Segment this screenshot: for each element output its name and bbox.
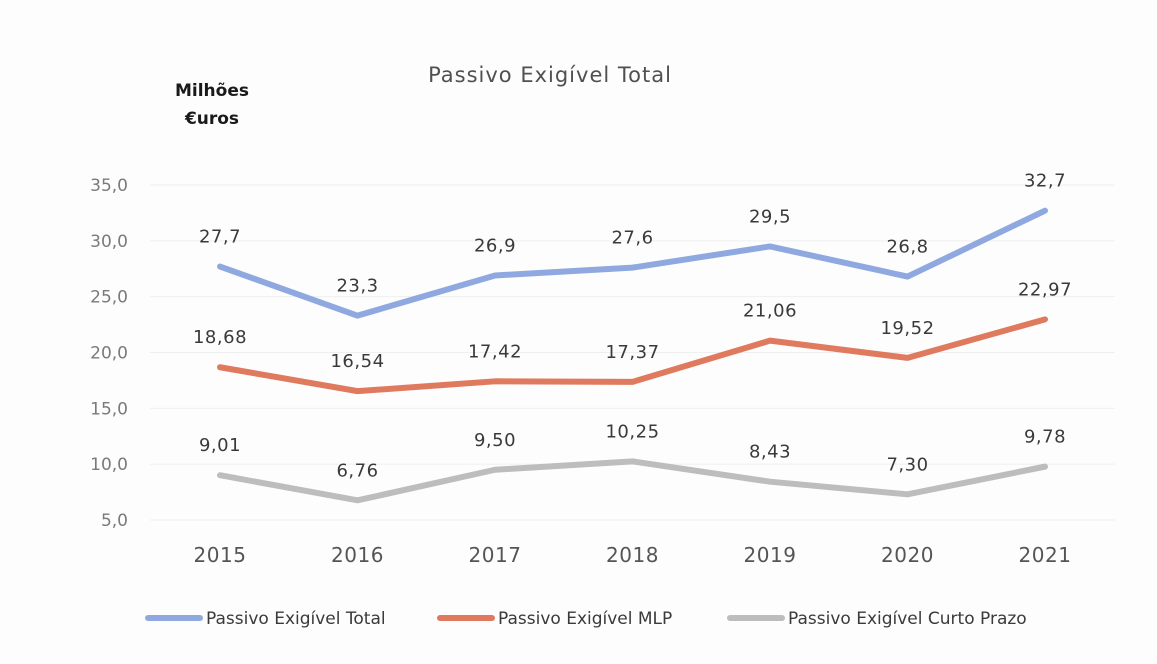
x-tick-label: 2015 [194,543,247,567]
data-label: 19,52 [880,318,934,339]
y-tick-label: 10,0 [90,455,128,475]
data-label: 32,7 [1024,171,1066,192]
data-label: 7,30 [886,454,928,475]
data-label: 9,78 [1024,427,1066,448]
x-tick-label: 2017 [469,543,522,567]
x-tick-label: 2018 [606,543,659,567]
data-label: 16,54 [330,351,384,372]
data-label: 29,5 [749,206,791,227]
data-label: 8,43 [749,442,791,463]
unit-label-line-1: Milhões [175,81,249,101]
data-label: 26,8 [886,237,928,258]
data-label: 21,06 [743,301,797,322]
data-label: 9,50 [474,430,516,451]
data-labels: 27,7 23,3 26,9 27,6 29,5 26,8 32,7 18,68 16,54 17… [193,171,1072,482]
data-label: 9,01 [199,435,241,456]
x-axis: 2015 2016 2017 2018 2019 2020 2021 [194,543,1072,567]
y-tick-label: 35,0 [90,176,128,196]
data-label: 23,3 [336,276,378,297]
data-label: 22,97 [1018,279,1072,300]
y-axis: 5,0 10,0 15,0 20,0 25,0 30,0 35,0 [90,176,128,531]
y-tick-label: 5,0 [101,511,128,531]
data-label: 6,76 [336,460,378,481]
y-tick-label: 25,0 [90,288,128,308]
legend-label: Passivo Exigível Total [206,609,386,629]
x-tick-label: 2016 [331,543,384,567]
data-label: 27,7 [199,227,241,248]
series-line-1 [217,207,1048,319]
data-label: 27,6 [611,228,653,249]
unit-label-line-2: €uros [184,109,239,129]
series-lines [217,207,1048,504]
data-label: 10,25 [605,421,659,442]
y-tick-label: 15,0 [90,399,128,419]
y-tick-label: 30,0 [90,232,128,252]
legend: Passivo Exigível Total Passivo Exigível M… [145,609,1027,629]
data-label: 17,42 [468,341,522,362]
data-label: 26,9 [474,235,516,256]
data-label: 18,68 [193,327,247,348]
x-tick-label: 2021 [1019,543,1072,567]
y-tick-label: 20,0 [90,344,128,364]
x-tick-label: 2019 [744,543,797,567]
legend-label: Passivo Exigível MLP [498,609,672,629]
x-tick-label: 2020 [881,543,934,567]
data-label: 17,37 [605,342,659,363]
chart-title: Passivo Exigível Total [428,63,672,87]
legend-label: Passivo Exigível Curto Prazo [788,609,1027,629]
